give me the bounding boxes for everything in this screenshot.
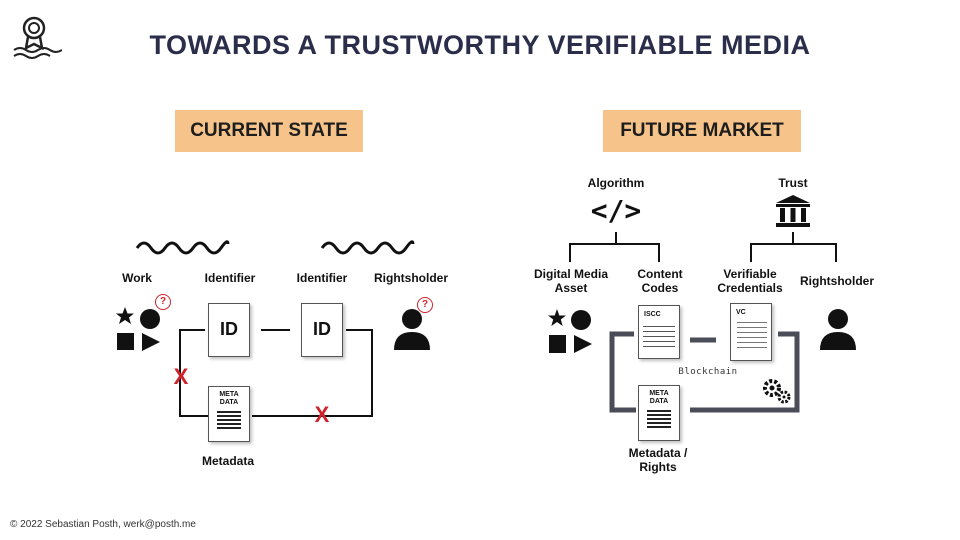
logo-icon (10, 12, 62, 64)
verifiable-credential-document: VC (730, 303, 772, 361)
identifier-box-1: ID (208, 303, 250, 357)
blockchain-label: Blockchain (678, 367, 738, 377)
algorithm-label: Algorithm (587, 176, 645, 190)
metadata-rights-label-2: Rights (639, 460, 677, 474)
future-rightsholder-label: Rightsholder (800, 274, 874, 288)
work-label: Work (122, 271, 152, 285)
rightsholder-label: Rightsholder (374, 271, 448, 285)
identifier-label-1: Identifier (204, 271, 256, 285)
vc-json-lines (737, 322, 767, 350)
metadata-label: Metadata (201, 454, 254, 468)
identifier-box-1-text: ID (220, 319, 238, 339)
metadata-doc-line-1: META (219, 391, 239, 398)
metadata-doc-lines (217, 411, 241, 431)
digital-media-asset-icon (548, 308, 596, 356)
metadata-doc-line-2: DATA (219, 399, 239, 406)
future-metadata-doc-line-2: DATA (649, 398, 669, 405)
future-metadata-doc-line-1: META (649, 390, 669, 397)
identifier-box-2: ID (301, 303, 343, 357)
work-shapes-icon (115, 305, 165, 357)
page-title: TOWARDS A TRUSTWORTHY VERIFIABLE MEDIA (149, 30, 811, 60)
rightsholder-question-icon: ? (417, 297, 433, 313)
metadata-rights-label-1: Metadata / (628, 446, 688, 460)
future-market-badge: FUTURE MARKET (603, 110, 801, 152)
verifiable-credentials-label-2: Credentials (717, 281, 783, 295)
broken-link-cross-1: X (173, 364, 189, 389)
trust-label: Trust (778, 176, 808, 190)
verifiable-credentials-label-1: Verifiable (723, 267, 777, 281)
digital-media-asset-label-2: Asset (554, 281, 588, 295)
digital-media-asset-label-1: Digital Media (533, 267, 608, 281)
identifier-box-2-text: ID (313, 319, 331, 339)
content-codes-label-2: Codes (641, 281, 679, 295)
institution-icon (775, 194, 811, 228)
current-state-badge: CURRENT STATE (175, 110, 363, 152)
iscc-title: ISCC (644, 311, 661, 318)
metadata-document: META DATA (208, 386, 250, 442)
iscc-code-lines (643, 326, 675, 350)
future-rightsholder-person-icon (818, 308, 858, 352)
iscc-document: ISCC (638, 305, 680, 359)
broken-link-cross-2: X (314, 402, 330, 427)
vc-title: VC (736, 309, 746, 316)
gears-icon (762, 378, 792, 406)
rightsholder-person-icon (392, 308, 432, 352)
content-codes-label-1: Content (637, 267, 683, 281)
work-question-icon: ? (155, 294, 171, 310)
future-metadata-doc-lines (647, 410, 671, 430)
footer-copyright: © 2022 Sebastian Posth, werk@posth.me (10, 519, 196, 530)
identifier-label-2: Identifier (296, 271, 348, 285)
code-brackets-icon: </> (590, 194, 642, 227)
future-metadata-document: META DATA (638, 385, 680, 441)
